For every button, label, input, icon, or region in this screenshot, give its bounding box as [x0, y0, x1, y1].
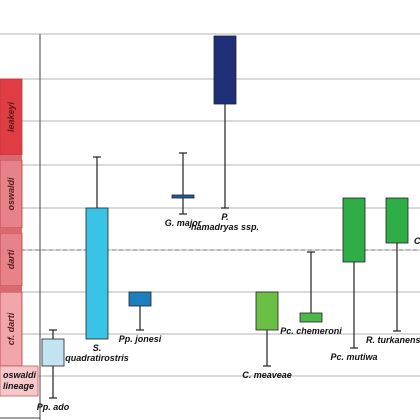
lineage-separator-1 — [0, 228, 22, 233]
pp-jonesi-box — [128, 291, 152, 307]
p-hamadryas-box — [213, 35, 237, 105]
c-meaveae-label-0: C. meaveae — [242, 370, 292, 380]
g-major-box — [171, 194, 195, 199]
r-turkanensis-box — [385, 197, 409, 244]
r-turkanensis-label-0: R. turkanensis — [366, 335, 420, 345]
lineage-footer-text-0: oswaldi — [3, 370, 37, 380]
axes — [0, 34, 41, 420]
box-series — [41, 35, 409, 399]
s-quadratirostris-label-0: S. — [93, 343, 102, 353]
pp-jonesi-label-0: Pp. jonesi — [119, 334, 162, 344]
lineage-footer-text-1: lineage — [3, 381, 34, 391]
edge-label: C — [414, 236, 420, 246]
g-major-label-0: G. major — [165, 218, 202, 228]
lineage-label-2: darti — [6, 249, 16, 269]
lineage-separator-2 — [0, 286, 22, 292]
lineage-label-1: oswaldi — [6, 177, 16, 211]
lineage-separator-0 — [0, 155, 22, 160]
lineage-label-3: cf. darti — [6, 312, 16, 345]
pc-chemeroni-label-0: Pc. chemeroni — [280, 326, 342, 336]
lineage-label-0: leakeyi — [6, 101, 16, 132]
pc-mutiwa-box — [342, 197, 366, 263]
s-quadratirostris-box — [85, 207, 109, 340]
lineage-footer-box — [0, 365, 39, 397]
p-hamadryas-label-1: hamadryas ssp. — [191, 222, 259, 232]
pc-mutiwa-label-0: Pc. mutiwa — [330, 352, 377, 362]
s-quadratirostris-label-1: quadratirostris — [65, 353, 129, 363]
p-hamadryas-label-0: P. — [221, 212, 228, 222]
pc-chemeroni-box — [299, 312, 323, 323]
c-meaveae-box — [255, 291, 279, 331]
pp-ado-box — [41, 338, 65, 367]
taxon-labels: Pp. ado S.quadratirostris Pp. jonesi G. maj… — [37, 212, 420, 412]
pp-ado-label-0: Pp. ado — [37, 402, 70, 412]
